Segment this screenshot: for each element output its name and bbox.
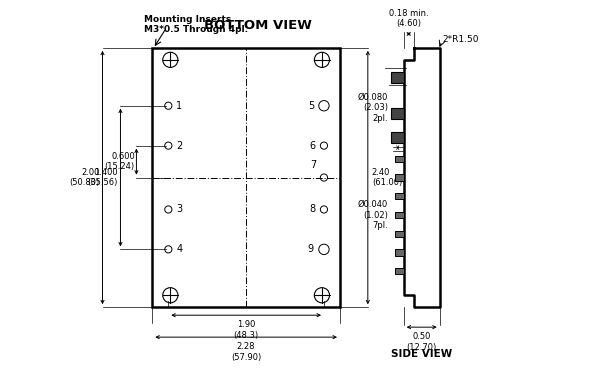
Bar <box>395 193 404 199</box>
Bar <box>391 72 404 83</box>
Bar <box>391 108 404 119</box>
Bar <box>395 174 404 181</box>
Bar <box>395 156 404 162</box>
Bar <box>395 249 404 256</box>
Bar <box>395 231 404 237</box>
Text: 6: 6 <box>310 141 316 151</box>
Bar <box>395 268 404 274</box>
Text: BOTTOM VIEW: BOTTOM VIEW <box>204 20 312 32</box>
Text: 2: 2 <box>176 141 182 151</box>
Bar <box>391 132 404 143</box>
Text: Ø0.040
(1.02)
7pl.: Ø0.040 (1.02) 7pl. <box>358 200 388 230</box>
Text: 2*R1.50: 2*R1.50 <box>443 36 479 45</box>
Text: 0.18 min.
(4.60): 0.18 min. (4.60) <box>389 9 428 28</box>
Text: Mounting Inserts: Mounting Inserts <box>145 15 232 24</box>
Text: 3: 3 <box>176 204 182 215</box>
Text: 0.50
(12.70): 0.50 (12.70) <box>407 332 437 352</box>
Text: 2.40
(61.00): 2.40 (61.00) <box>372 168 402 187</box>
Text: 1: 1 <box>176 101 182 111</box>
Text: 8: 8 <box>310 204 316 215</box>
Text: SIDE VIEW: SIDE VIEW <box>391 349 452 359</box>
Text: 9: 9 <box>308 244 314 255</box>
Text: 0.600
(15.24): 0.600 (15.24) <box>104 152 135 171</box>
Bar <box>395 212 404 218</box>
Text: Ø0.080
(2.03)
2pl.: Ø0.080 (2.03) 2pl. <box>358 93 388 123</box>
Text: 1.400
(35.56): 1.400 (35.56) <box>88 168 118 187</box>
Text: 2.00
(50.80): 2.00 (50.80) <box>69 168 100 187</box>
Text: M3*0.5 Through 4pl.: M3*0.5 Through 4pl. <box>145 25 248 34</box>
Bar <box>152 48 340 307</box>
Text: 1.90
(48.3): 1.90 (48.3) <box>233 320 259 340</box>
Text: 2.28
(57.90): 2.28 (57.90) <box>231 343 261 362</box>
Text: 5: 5 <box>308 101 314 111</box>
Text: 7: 7 <box>310 160 316 170</box>
Text: 4: 4 <box>176 244 182 255</box>
